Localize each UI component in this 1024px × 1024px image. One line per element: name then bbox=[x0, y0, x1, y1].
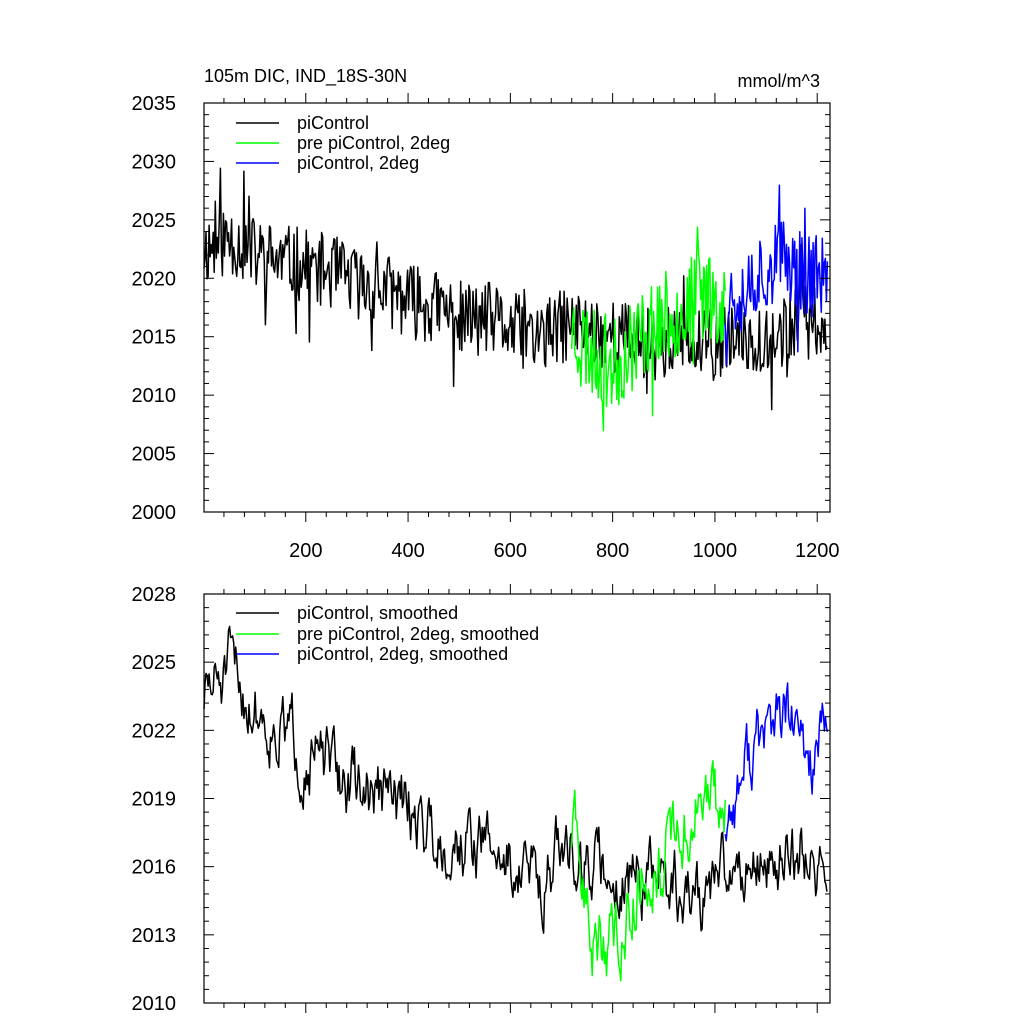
x-tick-label: 1000 bbox=[693, 540, 738, 562]
x-tick-label: 1200 bbox=[795, 540, 840, 562]
series-line-1 bbox=[570, 759, 726, 982]
axis-layer: 200 400 600 800 1000 1200 2000 2005 2010 2015 2020… bbox=[132, 93, 840, 562]
series-line-0 bbox=[203, 167, 828, 411]
top-panel: 105m DIC, IND_18S-30N mmol/m^3 200 400 600… bbox=[132, 66, 840, 562]
y-tick-label: 2028 bbox=[132, 584, 177, 606]
y-tick-label: 2015 bbox=[132, 327, 177, 349]
y-tick-label: 2035 bbox=[132, 93, 177, 115]
legend: piControl pre piControl, 2deg piControl,… bbox=[236, 113, 450, 173]
legend-label-2: piControl, 2deg bbox=[297, 153, 419, 173]
y-tick-label: 2013 bbox=[132, 925, 177, 947]
series-line-2 bbox=[724, 682, 829, 842]
y-tick-label: 2016 bbox=[132, 857, 177, 879]
series-layer bbox=[203, 167, 829, 432]
series-layer bbox=[203, 625, 829, 982]
y-tick-label: 2005 bbox=[132, 444, 177, 466]
units-label: mmol/m^3 bbox=[738, 71, 820, 91]
chart-title: 105m DIC, IND_18S-30N bbox=[204, 66, 407, 87]
y-tick-label: 2010 bbox=[132, 385, 177, 407]
x-tick-label: 200 bbox=[289, 540, 322, 562]
y-tick-label: 2000 bbox=[132, 502, 177, 524]
legend-label-0: piControl, smoothed bbox=[297, 603, 458, 623]
legend-label-0: piControl bbox=[297, 113, 369, 133]
series-line-1 bbox=[570, 226, 726, 432]
series-line-0 bbox=[203, 625, 828, 934]
x-tick-label: 600 bbox=[494, 540, 527, 562]
y-tick-label: 2022 bbox=[132, 720, 177, 742]
y-tick-label: 2025 bbox=[132, 210, 177, 232]
legend-label-1: pre piControl, 2deg bbox=[297, 133, 450, 153]
y-tick-label: 2030 bbox=[132, 151, 177, 173]
y-tick-label: 2020 bbox=[132, 268, 177, 290]
x-tick-label: 400 bbox=[391, 540, 424, 562]
plot-frame bbox=[203, 102, 831, 513]
axis-layer: 2010 2013 2016 2019 2022 2025 2028 bbox=[132, 584, 830, 1015]
bottom-panel: 2010 2013 2016 2019 2022 2025 2028 piControl, … bbox=[132, 584, 831, 1015]
y-tick-label: 2010 bbox=[132, 993, 177, 1015]
legend-label-2: piControl, 2deg, smoothed bbox=[297, 644, 508, 664]
x-tick-label: 800 bbox=[596, 540, 629, 562]
series-line-2 bbox=[724, 184, 829, 367]
legend: piControl, smoothed pre piControl, 2deg,… bbox=[236, 603, 539, 664]
y-tick-label: 2025 bbox=[132, 652, 177, 674]
y-tick-label: 2019 bbox=[132, 789, 177, 811]
legend-label-1: pre piControl, 2deg, smoothed bbox=[297, 624, 539, 644]
